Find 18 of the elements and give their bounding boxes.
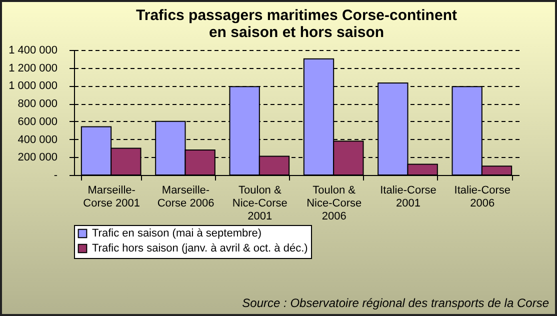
y-tick-label: 800 000 bbox=[18, 98, 58, 110]
y-tick-label: - bbox=[54, 170, 58, 182]
x-tick-label: Marseille-Corse 2001 bbox=[83, 184, 140, 210]
x-tick-label: Italie-Corse 2006 bbox=[454, 184, 511, 210]
chart-title: Trafics passagers maritimes Corse-continent en saison et hors saison bbox=[136, 7, 457, 41]
y-tick-label: 600 000 bbox=[18, 116, 58, 128]
x-tick-label: Italie-Corse 2001 bbox=[380, 184, 436, 210]
y-tick-label: 200 000 bbox=[18, 152, 58, 164]
y-tick-label: 1 000 000 bbox=[8, 80, 58, 92]
y-tick-label: 400 000 bbox=[18, 134, 58, 146]
source-note: Source : Observatoire régional des transports de la Corse bbox=[242, 296, 549, 310]
x-tick-label: Marseille-Corse 2006 bbox=[157, 184, 214, 210]
x-tick-label: Toulon & Nice-Corse 2006 bbox=[306, 184, 362, 222]
legend-label: Trafic hors saison (janv. à avril & oct. à déc.) bbox=[92, 242, 308, 254]
y-tick-label: 1 200 000 bbox=[8, 62, 58, 74]
legend-label: Trafic en saison (mai à septembre) bbox=[92, 228, 262, 240]
y-tick-label: 1 400 000 bbox=[8, 44, 58, 56]
x-tick-label: Toulon & Nice-Corse 2001 bbox=[232, 184, 288, 222]
